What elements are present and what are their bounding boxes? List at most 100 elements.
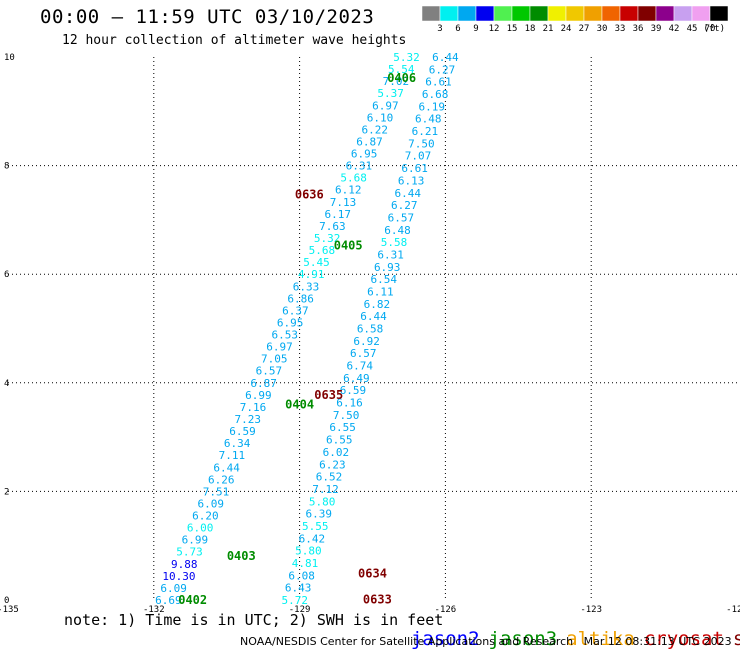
swh-value-label: 5.68 [340,172,367,185]
pass-label: 0633 [363,592,392,606]
swh-value-label: 7.16 [240,401,267,414]
x-tick-label: -126 [435,605,457,615]
swh-value-label: 5.37 [377,87,404,100]
swh-value-label: 6.17 [324,208,351,221]
page-subtitle: 12 hour collection of altimeter wave hei… [62,33,407,48]
swh-value-label: 6.95 [277,316,304,329]
swh-value-label: 6.95 [351,148,378,161]
scale-swatch [709,5,729,22]
swh-value-label: 6.57 [350,347,377,360]
swh-value-label: 5.32 [393,51,420,64]
swh-value-label: 6.31 [346,160,373,173]
swh-value-label: 6.09 [197,497,224,510]
scale-tick-label: 45 [687,24,698,34]
swh-value-label: 6.20 [192,510,219,523]
y-tick-label: 8 [4,162,9,172]
swh-value-label: 6.74 [347,360,374,373]
scale-tick-label: 3 [437,24,442,34]
swh-value-label: 7.05 [261,353,288,366]
x-tick-label: -132 [143,605,165,615]
swh-value-label: 4.81 [292,557,319,570]
swh-value-label: 6.59 [340,384,367,397]
legend-item-jason3: jason3 [488,628,558,650]
swh-value-label: 6.09 [160,582,187,595]
swh-value-label: 6.27 [429,63,456,76]
swh-value-label: 6.48 [415,113,442,126]
scale-tick-label: 27 [579,24,590,34]
swh-value-label: 6.26 [208,473,235,486]
scale-tick-label: 33 [615,24,626,34]
pass-label: 0405 [334,238,363,252]
swh-value-label: 6.44 [432,51,459,64]
x-tick-label: -123 [580,605,602,615]
legend-item-s3a: s3a [732,628,740,650]
y-tick-label: 6 [4,270,9,280]
swh-value-label: 7.23 [235,413,262,426]
swh-value-label: 6.13 [398,174,425,187]
swh-value-label: 6.82 [364,298,391,311]
swh-value-label: 7.11 [219,449,246,462]
swh-value-label: 5.73 [176,546,203,559]
swh-value-label: 6.19 [418,100,445,113]
legend-item-altika: altika [566,628,635,650]
legend-item-cryosat: cryosat [643,628,724,650]
swh-value-label: 5.68 [309,244,336,257]
swh-value-label: 6.92 [353,335,380,348]
pass-label: 0403 [227,549,256,563]
swh-value-label: 6.87 [356,135,383,148]
swh-value-label: 6.55 [326,434,353,447]
swh-value-label: 6.22 [362,123,389,136]
swh-value-label: 7.50 [408,137,435,150]
swh-value-label: 7.02 [383,75,410,88]
swh-value-label: 5.80 [309,495,336,508]
scale-unit-label: (ft) [703,24,725,34]
x-tick-label: -120 [726,605,740,615]
swh-value-label: 6.44 [360,310,387,323]
swh-value-label: 6.48 [384,224,411,237]
swh-value-label: 5.45 [303,256,330,269]
swh-value-label: 6.12 [335,184,362,197]
y-tick-label: 0 [4,596,9,606]
swh-value-label: 7.63 [319,220,346,233]
pass-label: 0636 [295,187,324,201]
swh-value-label: 5.54 [388,63,415,76]
footer-note: note: 1) Time is in UTC; 2) SWH is in fe… [64,611,444,629]
swh-value-label: 6.42 [299,532,326,545]
swh-value-label: 6.86 [287,292,314,305]
swh-value-label: 5.58 [381,236,408,249]
page-title: 00:00 – 11:59 UTC 03/10/2023 [40,6,375,28]
swh-value-label: 6.54 [371,273,398,286]
swh-value-label: 6.97 [266,341,293,354]
swh-value-label: 5.72 [281,594,308,607]
swh-value-label: 7.50 [333,409,360,422]
scale-tick-label: 39 [651,24,662,34]
swh-value-label: 6.68 [422,88,449,101]
swh-value-label: 6.55 [329,421,356,434]
y-tick-label: 10 [4,53,15,63]
scale-tick-label: 9 [473,24,478,34]
y-tick-label: 4 [4,379,9,389]
swh-value-label: 6.61 [425,76,452,89]
pass-label: 0402 [178,593,207,607]
swh-value-label: 6.87 [250,377,277,390]
scale-tick-label: 18 [525,24,536,34]
swh-value-label: 5.55 [302,520,329,533]
swh-value-label: 6.16 [336,397,363,410]
swh-value-label: 5.80 [295,545,322,558]
swh-value-label: 6.99 [245,389,272,402]
scale-tick-label: 24 [561,24,572,34]
x-tick-label: -135 [0,605,19,615]
swh-value-label: 6.61 [401,162,428,175]
swh-value-label: 6.21 [412,125,439,138]
swh-value-label: 6.10 [367,111,394,124]
swh-value-label: 7.51 [203,485,230,498]
swh-value-label: 6.52 [316,471,343,484]
scale-tick-label: 42 [669,24,680,34]
swh-value-label: 6.31 [377,248,404,261]
swh-value-label: 6.08 [288,569,315,582]
legend-item-jason2: jason2 [410,628,480,650]
scale-tick-label: 30 [597,24,608,34]
swh-value-label: 9.88 [171,558,198,571]
scale-tick-label: 12 [489,24,500,34]
swh-value-label: 6.39 [305,508,332,521]
